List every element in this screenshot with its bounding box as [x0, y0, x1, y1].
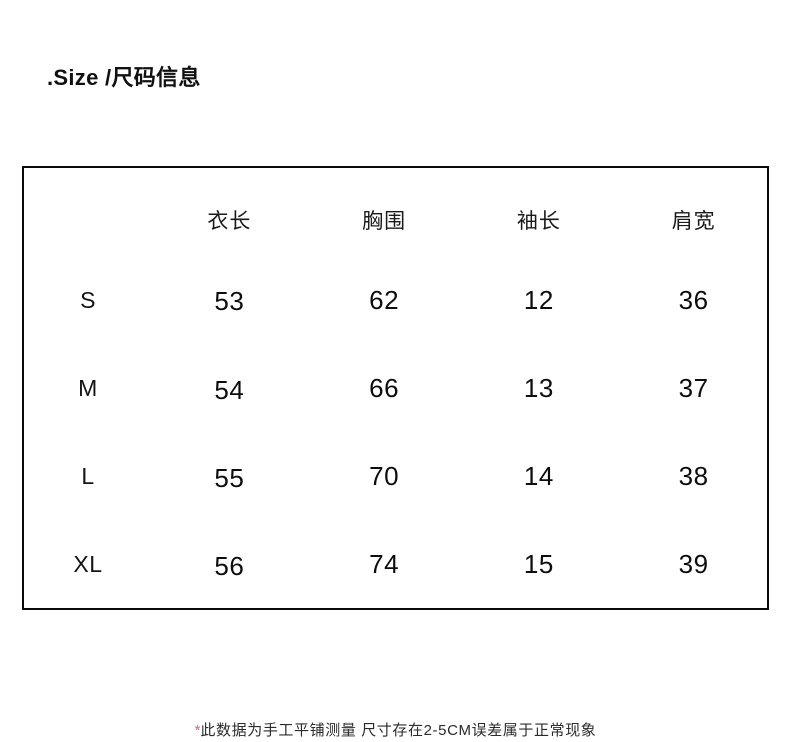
size-label-m: M	[78, 374, 98, 401]
table-row: S 53 62 12 36	[24, 256, 771, 344]
table-header: 衣长 胸围 袖长 肩宽	[24, 168, 771, 256]
cell-s-length: 53	[214, 285, 245, 316]
cell-l-length: 55	[214, 462, 245, 493]
column-header-size	[24, 168, 152, 256]
header-row: 衣长 胸围 袖长 肩宽	[24, 168, 771, 256]
column-header-bust: 胸围	[362, 210, 407, 233]
cell-l-shoulder: 38	[678, 460, 709, 491]
cell-xl-length: 56	[214, 550, 245, 581]
column-header-length: 衣长	[207, 210, 252, 233]
column-header-shoulder: 肩宽	[671, 210, 716, 233]
cell-m-bust: 66	[369, 372, 400, 403]
size-label-xl: XL	[73, 550, 103, 577]
cell-m-shoulder: 37	[678, 372, 709, 403]
cell-s-sleeve: 12	[523, 284, 554, 315]
table-body: S 53 62 12 36 M 54 66 13 37 L 55 70 14 3…	[24, 256, 771, 608]
cell-m-length: 54	[214, 374, 245, 405]
cell-m-sleeve: 13	[523, 372, 554, 403]
size-chart-frame: 衣长 胸围 袖长 肩宽 S 53 62 12 36 M 54 66 13 37	[22, 166, 771, 739]
column-header-sleeve: 袖长	[516, 210, 561, 233]
cell-l-bust: 70	[369, 460, 400, 491]
measurement-disclaimer: *此数据为手工平铺测量 尺寸存在2-5CM误差属于正常现象	[24, 720, 767, 742]
size-chart-table: 衣长 胸围 袖长 肩宽 S 53 62 12 36 M 54 66 13 37	[24, 168, 771, 608]
cell-s-shoulder: 36	[678, 284, 709, 315]
cell-xl-shoulder: 39	[678, 548, 709, 579]
cell-l-sleeve: 14	[523, 460, 554, 491]
table-row: L 55 70 14 38	[24, 432, 771, 520]
size-label-l: L	[81, 462, 95, 489]
table-row: XL 56 74 15 39	[24, 520, 771, 608]
cell-s-bust: 62	[369, 284, 400, 315]
cell-xl-bust: 74	[369, 548, 400, 579]
disclaimer-text: 此数据为手工平铺测量 尺寸存在2-5CM误差属于正常现象	[200, 722, 597, 739]
page-title: .Size /尺码信息	[47, 65, 201, 90]
size-label-s: S	[80, 286, 96, 313]
table-row: M 54 66 13 37	[24, 344, 771, 432]
cell-xl-sleeve: 15	[523, 548, 554, 579]
